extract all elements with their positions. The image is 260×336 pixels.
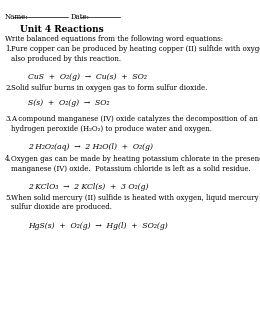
- Text: Date:: Date:: [70, 13, 89, 21]
- Text: 5.: 5.: [5, 194, 12, 202]
- Text: Name:: Name:: [5, 13, 29, 21]
- Text: 2.: 2.: [5, 84, 12, 92]
- Text: S(s)  +  O₂(g)  →  SO₂: S(s) + O₂(g) → SO₂: [28, 99, 109, 107]
- Text: Write balanced equations from the following word equations:: Write balanced equations from the follow…: [5, 35, 223, 43]
- Text: CuS  +  O₂(g)  →  Cu(s)  +  SO₂: CuS + O₂(g) → Cu(s) + SO₂: [28, 73, 147, 81]
- Text: Pure copper can be produced by heating copper (II) sulfide with oxygen.  Sulfur : Pure copper can be produced by heating c…: [11, 45, 260, 62]
- Text: 4.: 4.: [5, 155, 12, 163]
- Text: Solid sulfur burns in oxygen gas to form sulfur dioxide.: Solid sulfur burns in oxygen gas to form…: [11, 84, 207, 92]
- Text: 3.: 3.: [5, 115, 12, 123]
- Text: Oxygen gas can be made by heating potassium chlorate in the presence of the cata: Oxygen gas can be made by heating potass…: [11, 155, 260, 173]
- Text: HgS(s)  +  O₂(g)  →  Hg(l)  +  SO₂(g): HgS(s) + O₂(g) → Hg(l) + SO₂(g): [28, 222, 168, 229]
- Text: When solid mercury (II) sulfide is heated with oxygen, liquid mercury metal and : When solid mercury (II) sulfide is heate…: [11, 194, 260, 211]
- Text: 2 H₂O₂(aq)  →  2 H₂O(l)  +  O₂(g): 2 H₂O₂(aq) → 2 H₂O(l) + O₂(g): [28, 143, 153, 151]
- Text: Unit 4 Reactions: Unit 4 Reactions: [20, 26, 104, 34]
- Text: A compound manganese (IV) oxide catalyzes the decomposition of an aqueous soluti: A compound manganese (IV) oxide catalyze…: [11, 115, 260, 132]
- Text: 1.: 1.: [5, 45, 12, 53]
- Text: 2 KClO₃  →  2 KCl(s)  +  3 O₂(g): 2 KClO₃ → 2 KCl(s) + 3 O₂(g): [28, 183, 148, 191]
